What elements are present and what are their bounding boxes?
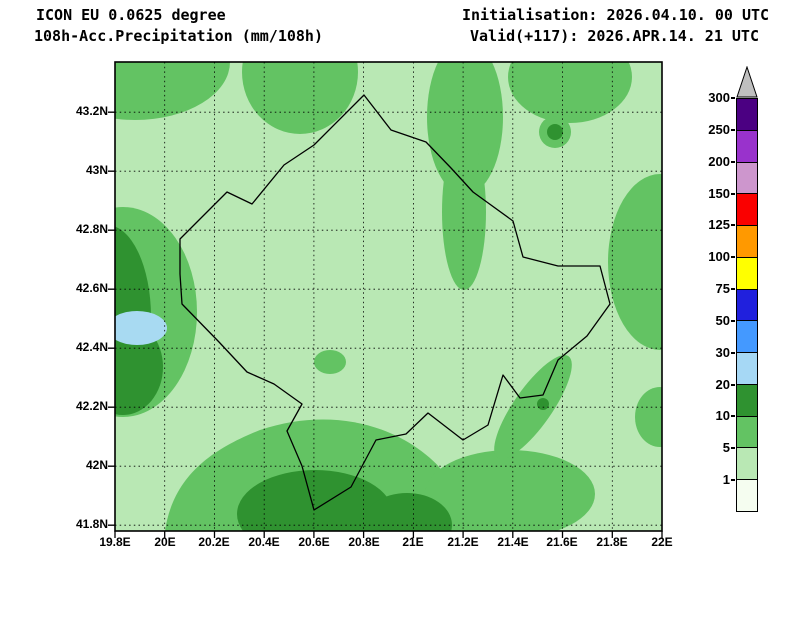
colorbar-bar	[736, 98, 758, 512]
precip-blob	[237, 470, 393, 531]
colorbar-label: 30	[690, 345, 735, 361]
colorbar-cell	[737, 353, 757, 385]
precip-blob	[508, 62, 632, 123]
lon-label: 21.6E	[546, 535, 578, 549]
country-border	[179, 94, 611, 511]
colorbar-label: 5	[690, 440, 735, 456]
colorbar-label: 200	[690, 154, 735, 170]
lon-label: 20E	[154, 535, 176, 549]
lon-label: 21.2E	[447, 535, 479, 549]
lon-label: 22E	[651, 535, 673, 549]
colorbar-label: 300	[690, 90, 735, 106]
colorbar-label: 250	[690, 122, 735, 138]
colorbar-label: 75	[690, 281, 735, 297]
precip-blob	[362, 493, 452, 531]
colorbar-cell	[737, 162, 757, 195]
precip-layer-20-30mm	[115, 311, 167, 345]
precip-blob	[427, 62, 503, 195]
colorbar-label: 150	[690, 186, 735, 202]
colorbar-cell	[737, 448, 757, 481]
precip-blob	[425, 450, 595, 531]
lat-label: 42.2N	[75, 399, 108, 413]
precip-blob	[115, 311, 167, 345]
lon-label: 20.4E	[248, 535, 280, 549]
lon-label: 21E	[402, 535, 424, 549]
model-title: ICON EU 0.0625 degree	[36, 6, 226, 24]
colorbar-cell	[737, 194, 757, 227]
precip-blob	[115, 62, 230, 120]
colorbar-cell	[737, 384, 757, 417]
colorbar-cell	[737, 321, 757, 354]
colorbar-cell	[737, 257, 757, 290]
lat-label: 41.8N	[75, 517, 108, 531]
precip-blob	[635, 387, 662, 447]
colorbar-label: 125	[690, 217, 735, 233]
colorbar-cell	[737, 416, 757, 449]
lat-label: 43.2N	[75, 104, 108, 118]
precip-blob	[314, 350, 346, 374]
colorbar-cell	[737, 99, 757, 131]
precipitation-map	[108, 61, 663, 538]
colorbar-cell	[737, 130, 757, 163]
initialisation-time: Initialisation: 2026.04.10. 00 UTC	[462, 6, 770, 24]
lon-label: 20.8E	[348, 535, 380, 549]
map-frame	[114, 61, 663, 532]
lon-label: 20.2E	[198, 535, 230, 549]
colorbar-label: 1	[690, 472, 735, 488]
colorbar-cell	[737, 226, 757, 258]
lat-label: 43N	[85, 163, 108, 177]
colorbar-label: 50	[690, 313, 735, 329]
lat-label: 42N	[85, 458, 108, 472]
grid-lines	[115, 62, 662, 531]
lon-label: 19.8E	[99, 535, 131, 549]
lat-label: 42.4N	[75, 340, 108, 354]
colorbar-cell	[737, 289, 757, 322]
precip-blob	[608, 174, 662, 350]
lat-label: 42.8N	[75, 222, 108, 236]
product-title: 108h-Acc.Precipitation (mm/108h)	[34, 27, 323, 45]
colorbar-cell	[737, 480, 757, 511]
lon-label: 21.8E	[596, 535, 628, 549]
colorbar-label: 20	[690, 377, 735, 393]
precip-blob	[242, 62, 358, 134]
precip-blob	[442, 134, 486, 290]
colorbar-overflow-arrow-icon	[736, 66, 758, 98]
precip-blob	[537, 398, 549, 410]
valid-time: Valid(+117): 2026.APR.14. 21 UTC	[470, 27, 759, 45]
colorbar: 300 250 200 150 125 100 75 50 30 20 10 5 1	[688, 64, 768, 534]
precip-layer-5-10mm	[115, 62, 662, 531]
colorbar-label: 10	[690, 408, 735, 424]
lat-label: 42.6N	[75, 281, 108, 295]
colorbar-label: 100	[690, 249, 735, 265]
lon-label: 21.4E	[497, 535, 529, 549]
lon-label: 20.6E	[298, 535, 330, 549]
axis-ticks	[108, 111, 663, 538]
precip-blob	[494, 355, 572, 459]
precip-blob	[547, 124, 563, 140]
